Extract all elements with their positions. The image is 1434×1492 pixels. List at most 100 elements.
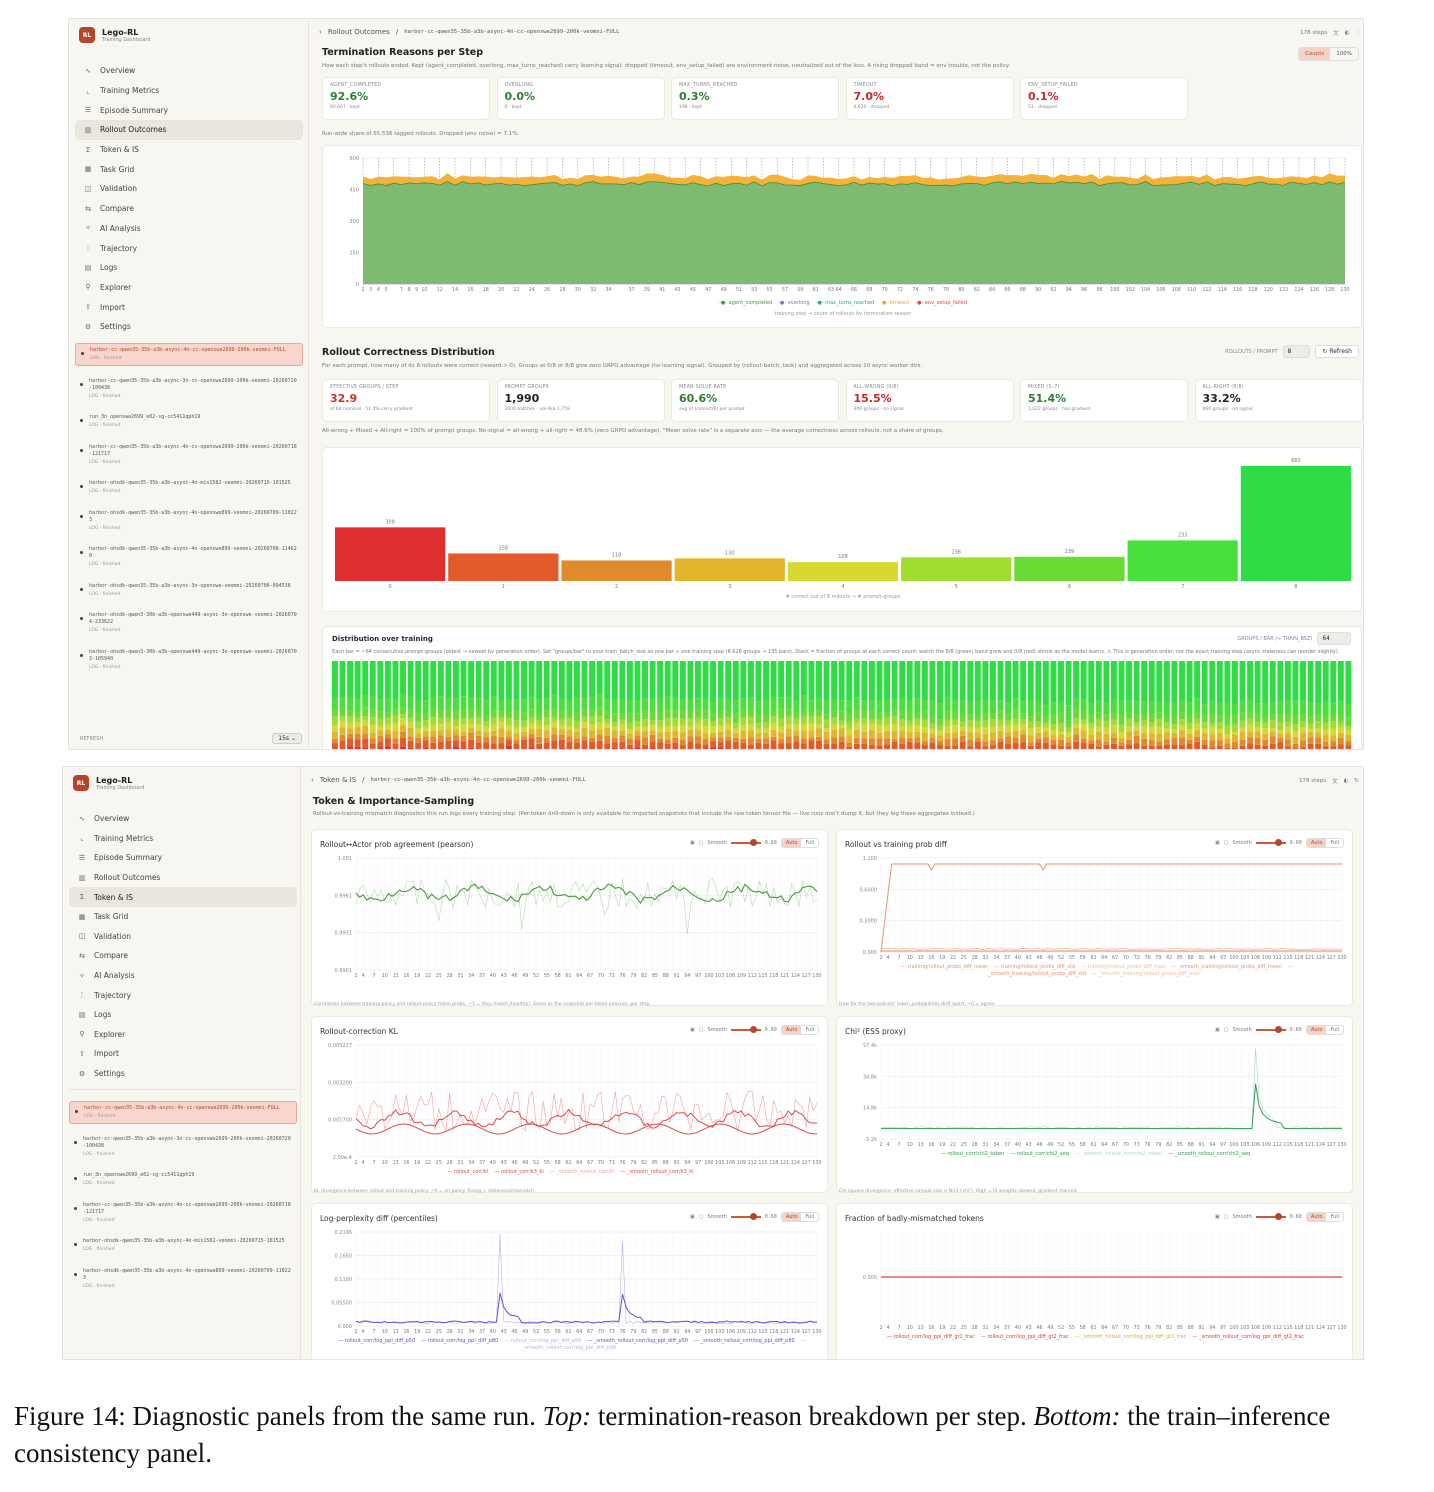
run-item[interactable]: harbor-ohsdk-qwen3-30b-a3b-openswe449-as… (75, 646, 303, 674)
run-item[interactable]: harbor-ohsdk-qwen3-30b-a3b-openswe449-as… (75, 609, 303, 637)
download-icon[interactable]: ▣ (1215, 1214, 1220, 1220)
legend-item[interactable]: — _smooth_training/rollout_probs_diff_ma… (1092, 971, 1200, 977)
sidebar-item-overview[interactable]: ∿ Overview (69, 809, 297, 829)
run-item[interactable]: harbor-ohsdk-qwen35-35b-a3b-async-3n-ope… (75, 580, 303, 601)
legend-item[interactable]: — _smooth_rollout_corr/chi2_token (1074, 1151, 1163, 1157)
legend-item[interactable]: — _smooth_rollout_corr/chi2_seq (1168, 1151, 1251, 1157)
csv-icon[interactable]: ▢ (1223, 840, 1229, 846)
legend-item[interactable]: — rollout_corr/log_ppl_diff_gt1_frac (886, 1334, 975, 1340)
smooth-slider[interactable] (730, 1026, 761, 1033)
legend-timeout[interactable]: -●- timeout (880, 300, 910, 306)
smooth-slider[interactable] (1255, 1213, 1286, 1220)
refresh-button[interactable]: ↻ Refresh (1315, 345, 1359, 358)
sidebar-item-import[interactable]: ⇧ Import (75, 297, 303, 317)
toggle-counts[interactable]: Counts (1299, 48, 1331, 60)
legend-item[interactable]: — _smooth_rollout_corr/log_ppl_diff_p50 (587, 1338, 688, 1344)
range-full[interactable]: Full (1330, 1214, 1339, 1220)
sidebar-item-token-is[interactable]: Σ Token & IS (69, 887, 297, 907)
smooth-slider[interactable] (730, 1213, 761, 1220)
legend-item[interactable]: — rollout_corr/chi2_seq (1010, 1151, 1069, 1157)
sidebar-item-token-is[interactable]: Σ Token & IS (75, 140, 303, 160)
range-auto[interactable]: Auto (781, 1026, 802, 1034)
range-auto[interactable]: Auto (1306, 1213, 1327, 1221)
run-item[interactable]: harbor-cc-qwen35-35b-a3b-async-3n-cc-ope… (69, 1133, 297, 1161)
csv-icon[interactable]: ▢ (1223, 1027, 1229, 1033)
slider-handle[interactable] (749, 839, 757, 846)
run-item[interactable]: harbor-cc-qwen35-35b-a3b-async-4n-cc-ope… (75, 441, 303, 469)
sidebar-item-settings[interactable]: ⚙ Settings (69, 1064, 297, 1084)
legend-item[interactable]: — rollout_corr/log_ppl_diff_p50 (338, 1338, 416, 1344)
sidebar-item-logs[interactable]: ▤ Logs (69, 1005, 297, 1025)
legend-agent_completed[interactable]: -●- agent_completed (719, 300, 773, 306)
sidebar-item-ai-analysis[interactable]: ✧ AI Analysis (69, 966, 297, 986)
sidebar-item-explorer[interactable]: ⚲ Explorer (75, 278, 303, 298)
csv-icon[interactable]: ▢ (1223, 1214, 1229, 1220)
sidebar-item-task-grid[interactable]: ▦ Task Grid (69, 907, 297, 927)
sidebar-item-overview[interactable]: ∿ Overview (75, 61, 303, 81)
download-icon[interactable]: ▣ (690, 1214, 695, 1220)
download-icon[interactable]: ▣ (1215, 840, 1220, 846)
sidebar-item-trajectory[interactable]: ⋮ Trajectory (75, 238, 303, 258)
csv-icon[interactable]: ▢ (698, 1214, 704, 1220)
more-icon[interactable]: ⋮ (1355, 30, 1362, 36)
legend-overlong[interactable]: -●- overlong (778, 300, 810, 306)
breadcrumb-section[interactable]: Rollout Outcomes (327, 28, 390, 36)
download-icon[interactable]: ▣ (1215, 1027, 1220, 1033)
sidebar-item-compare[interactable]: ⇆ Compare (75, 199, 303, 219)
translate-icon[interactable]: 文 (1332, 779, 1338, 785)
run-item[interactable]: harbor-ohsdk-qwen35-35b-a3b-async-4n-ope… (69, 1265, 297, 1293)
legend-item[interactable]: — rollout_corr/log_ppl_diff_p99 (504, 1338, 582, 1344)
range-full[interactable]: Full (805, 1214, 814, 1220)
range-auto[interactable]: Auto (1306, 1026, 1327, 1034)
legend-item[interactable]: — rollout_corr/log_ppl_diff_gt2_frac (980, 1334, 1069, 1340)
run-item[interactable]: harbor-ohsdk-qwen35-35b-a3b-async-4n-ope… (75, 543, 303, 571)
run-item[interactable]: harbor-ohsdk-qwen35-35b-a3b-async-4n-mix… (69, 1235, 297, 1256)
sidebar-item-import[interactable]: ⇧ Import (69, 1044, 297, 1064)
run-item[interactable]: harbor-ohsdk-qwen35-35b-a3b-async-4n-ope… (75, 507, 303, 535)
legend-item[interactable]: — rollout_corr/kl (447, 1169, 489, 1175)
legend-item[interactable]: — _smooth_rollout_corr/log_ppl_diff_p80 (693, 1338, 795, 1344)
legend-item[interactable]: — _smooth_rollout_corr/log_ppl_diff_gt2_… (1192, 1334, 1305, 1340)
run-item[interactable]: run_3n_openswe2699_e02-sg-cc5411qph19 LOG… (75, 411, 303, 432)
back-chevron-icon[interactable]: ‹ (319, 28, 322, 36)
rollouts-per-prompt-input[interactable]: 8 (1282, 345, 1311, 358)
sidebar-item-validation[interactable]: ◫ Validation (69, 927, 297, 947)
slider-handle[interactable] (749, 1026, 757, 1033)
range-auto[interactable]: Auto (1306, 839, 1327, 847)
run-item[interactable]: harbor-ohsdk-qwen35-35b-a3b-async-4n-mix… (75, 477, 303, 498)
run-item[interactable]: harbor-cc-qwen35-35b-a3b-async-3n-cc-ope… (75, 375, 303, 403)
download-icon[interactable]: ▣ (690, 1027, 695, 1033)
sidebar-item-episode-summary[interactable]: ☰ Episode Summary (69, 848, 297, 868)
legend-item[interactable]: — _smooth_training/rollout_probs_diff_me… (1171, 964, 1283, 970)
sidebar-item-ai-analysis[interactable]: ✧ AI Analysis (75, 219, 303, 239)
csv-icon[interactable]: ▢ (698, 840, 704, 846)
smooth-slider[interactable] (1255, 839, 1286, 846)
sidebar-item-training-metrics[interactable]: ⌞ Training Metrics (69, 829, 297, 849)
translate-icon[interactable]: 文 (1333, 31, 1339, 37)
run-item[interactable]: harbor-cc-qwen35-35b-a3b-async-4n-cc-ope… (69, 1101, 297, 1124)
groups-per-bar-input[interactable]: 64 (1317, 632, 1351, 645)
theme-icon[interactable]: ◐ (1344, 30, 1350, 36)
slider-handle[interactable] (749, 1213, 757, 1220)
range-full[interactable]: Full (1330, 1027, 1339, 1033)
refresh-interval-select[interactable]: 15s ⌄ (272, 733, 302, 744)
sidebar-item-rollout-outcomes[interactable]: ▥ Rollout Outcomes (75, 120, 303, 140)
download-icon[interactable]: ▣ (690, 840, 695, 846)
theme-icon[interactable]: ◐ (1343, 778, 1349, 784)
legend-item[interactable]: — rollout_corr/log_ppl_diff_p80 (421, 1338, 499, 1344)
range-full[interactable]: Full (1330, 840, 1339, 846)
smooth-slider[interactable] (730, 839, 761, 846)
legend-item[interactable]: — rollout_corr/chi2_token (940, 1151, 1005, 1157)
legend-item[interactable]: — _smooth_rollout_corr/log_ppl_diff_gt1_… (1074, 1334, 1187, 1340)
slider-handle[interactable] (1274, 1026, 1282, 1033)
sidebar-item-trajectory[interactable]: ⋮ Trajectory (69, 985, 297, 1005)
sidebar-item-logs[interactable]: ▤ Logs (75, 258, 303, 278)
toggle-percent[interactable]: 100% (1336, 51, 1352, 57)
breadcrumb-section[interactable]: Token & IS (319, 776, 357, 784)
sidebar-item-episode-summary[interactable]: ☰ Episode Summary (75, 100, 303, 120)
range-full[interactable]: Full (805, 840, 814, 846)
sidebar-item-training-metrics[interactable]: ⌞ Training Metrics (75, 81, 303, 101)
sidebar-item-settings[interactable]: ⚙ Settings (75, 317, 303, 337)
back-chevron-icon[interactable]: ‹ (311, 776, 314, 784)
legend-item[interactable]: — training/rollout_probs_diff_max (1081, 964, 1166, 970)
